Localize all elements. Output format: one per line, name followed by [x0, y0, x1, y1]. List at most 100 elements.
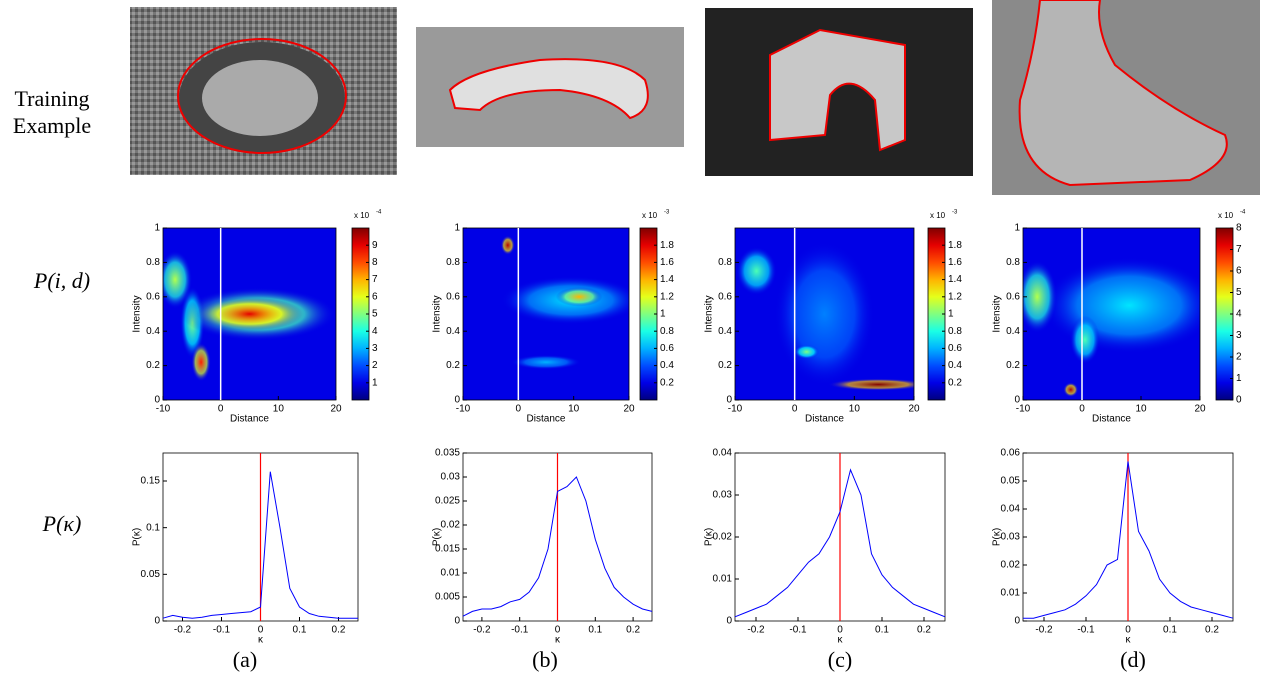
y-tick-label: 0 [154, 616, 160, 627]
y-tick-label: 0.01 [441, 568, 461, 579]
axes-box [1022, 227, 1201, 401]
colorbar-tick-label: 1.2 [948, 291, 962, 302]
heatmap-image [736, 241, 914, 391]
x-tick-label: 0.2 [626, 625, 640, 636]
column-label: (a) [233, 647, 257, 672]
colorbar-tick-label: 1 [372, 377, 378, 388]
colorbar-tick-label: 1 [948, 309, 954, 320]
y-tick-label: 0.1 [146, 522, 160, 533]
x-tick-label: 0.1 [293, 625, 307, 636]
y-axis-label: P(κ) [992, 528, 1003, 546]
y-axis-label: Intensity [432, 295, 443, 332]
y-axis-label: Intensity [132, 295, 143, 332]
y-tick-label: 0.8 [146, 257, 160, 268]
y-tick-label: 0.6 [1006, 291, 1020, 302]
curve [462, 476, 653, 617]
x-tick-label: -10 [156, 404, 171, 415]
image-d-contour [1018, 0, 1228, 187]
y-tick-label: 0.6 [146, 291, 160, 302]
x-tick-label: -0.1 [511, 625, 529, 636]
colorbar-tick-label: 1.4 [660, 274, 674, 285]
colorbar-tick-label: 2 [372, 360, 378, 371]
colorbar-tick-label: 0.8 [948, 326, 962, 337]
heatmap-blob [1070, 315, 1100, 364]
x-tick-label: 0.1 [875, 625, 889, 636]
x-tick-label: 10 [273, 404, 285, 415]
heatmap-blob [196, 297, 303, 331]
y-tick-label: 0.8 [1006, 257, 1020, 268]
colorbar-tick-label: 0.6 [948, 343, 962, 354]
heatmap-blob [500, 235, 515, 255]
colorbar-tick-label: 1 [1236, 373, 1242, 384]
heatmap-blob [555, 287, 603, 307]
x-axis-label: κ [1126, 635, 1132, 646]
y-tick-label: 0.2 [718, 360, 732, 371]
colorbar-tick-label: 3 [372, 343, 378, 354]
image-a-core [202, 60, 318, 136]
y-axis-label: P(κ) [432, 528, 443, 546]
colorbar-tick-label: 7 [1236, 244, 1242, 255]
y-tick-label: 0.01 [1001, 588, 1021, 599]
training-images [130, 0, 1260, 195]
x-tick-label: -0.2 [174, 625, 192, 636]
row-label: P(κ) [42, 511, 82, 536]
axes-box [462, 227, 630, 401]
x-tick-label: 0 [555, 625, 561, 636]
column-label: (d) [1120, 647, 1146, 672]
column-label: (b) [532, 647, 558, 672]
curve [1023, 461, 1234, 619]
y-axis-label: P(κ) [132, 528, 143, 546]
axes-box [162, 227, 337, 401]
colorbar-scale-exponent: -3 [664, 210, 670, 216]
y-tick-label: 0.4 [446, 326, 460, 337]
x-tick-label: -10 [456, 404, 471, 415]
y-tick-label: 0.2 [446, 360, 460, 371]
y-axis-label: Intensity [704, 295, 715, 332]
colorbar-tick-label: 9 [372, 240, 378, 251]
y-tick-label: 0.005 [435, 592, 460, 603]
y-tick-label: 0.01 [713, 574, 733, 585]
y-tick-label: 1 [1014, 223, 1020, 234]
y-tick-label: 0.2 [1006, 360, 1020, 371]
colorbar-tick-label: 1.4 [948, 274, 962, 285]
colorbar-tick-label: 6 [1236, 266, 1242, 277]
y-axis-label: Intensity [992, 295, 1003, 332]
x-axis-label: Distance [805, 414, 844, 425]
y-axis-label: P(κ) [704, 528, 715, 546]
y-tick-label: 0.02 [1001, 560, 1021, 571]
colorbar-tick-label: 6 [372, 291, 378, 302]
x-tick-label: 0 [1079, 404, 1085, 415]
colorbar-tick-label: 5 [372, 309, 378, 320]
y-tick-label: 0.015 [435, 544, 460, 555]
colorbar-scale: x 10 [354, 211, 370, 220]
image-a-contour [177, 38, 347, 154]
colorbar-tick-label: 1 [660, 309, 666, 320]
y-tick-label: 0.025 [435, 496, 460, 507]
y-tick-label: 0.4 [718, 326, 732, 337]
heatmap-blob [794, 344, 820, 360]
y-tick-label: 0.05 [141, 569, 161, 580]
colorbar-scale: x 10 [930, 211, 946, 220]
y-tick-label: 0.02 [441, 520, 461, 531]
colorbar-tick-label: 0 [1236, 395, 1242, 406]
curve [734, 468, 946, 618]
y-tick-label: 0.8 [446, 257, 460, 268]
heatmap-blob [1023, 260, 1057, 333]
y-tick-label: 0.04 [1001, 504, 1021, 515]
heatmap-image [163, 250, 336, 382]
x-tick-label: 20 [623, 404, 635, 415]
y-tick-label: 0.4 [146, 326, 160, 337]
row-label: Example [13, 113, 91, 138]
x-tick-label: 0 [516, 404, 522, 415]
colorbar-tick-label: 1.8 [948, 240, 962, 251]
y-tick-label: 0 [726, 395, 732, 406]
colorbar-tick-label: 1.8 [660, 240, 674, 251]
y-tick-label: 0.15 [141, 476, 161, 487]
x-tick-label: 20 [1194, 404, 1206, 415]
y-tick-label: 0.02 [713, 532, 733, 543]
heatmap-blob [1042, 257, 1200, 354]
column-label: (c) [828, 647, 852, 672]
x-tick-label: 0.1 [1163, 625, 1177, 636]
x-tick-label: 0.2 [332, 625, 346, 636]
